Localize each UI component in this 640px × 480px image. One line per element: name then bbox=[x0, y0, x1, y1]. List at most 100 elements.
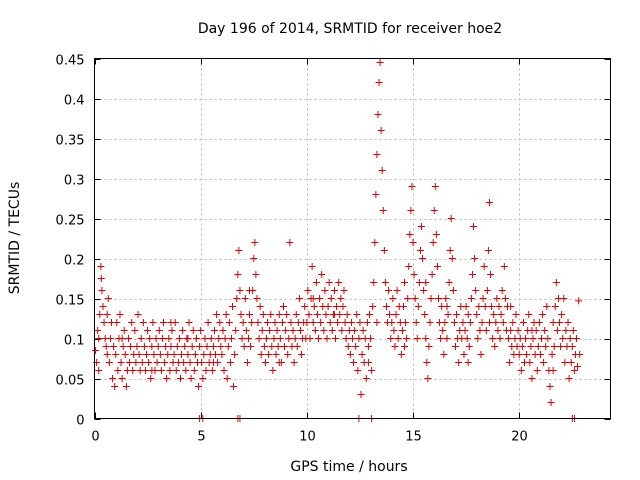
data-point bbox=[184, 335, 192, 342]
data-point bbox=[287, 319, 295, 326]
data-point bbox=[426, 319, 434, 326]
data-point bbox=[99, 303, 107, 310]
y-tick-label: 0.1 bbox=[64, 334, 85, 349]
data-point bbox=[450, 319, 458, 326]
data-point bbox=[459, 319, 467, 326]
data-point bbox=[231, 351, 239, 358]
data-point bbox=[358, 351, 366, 358]
data-point bbox=[160, 319, 168, 326]
data-point bbox=[560, 295, 568, 302]
data-point bbox=[272, 351, 280, 358]
data-point bbox=[392, 311, 400, 318]
data-point bbox=[444, 311, 452, 318]
data-point bbox=[177, 375, 184, 382]
data-point bbox=[275, 359, 283, 366]
data-point bbox=[320, 327, 328, 334]
data-point bbox=[165, 335, 173, 342]
data-point bbox=[195, 383, 203, 390]
data-point bbox=[182, 367, 190, 374]
data-point bbox=[514, 327, 522, 334]
y-tick-label: 0.15 bbox=[56, 294, 85, 309]
data-point bbox=[346, 351, 354, 358]
data-point bbox=[188, 343, 196, 350]
data-point bbox=[539, 311, 547, 318]
data-point bbox=[377, 127, 385, 134]
data-point bbox=[105, 359, 113, 366]
data-point bbox=[270, 335, 278, 342]
data-point bbox=[497, 311, 505, 318]
data-point bbox=[475, 303, 483, 310]
data-point bbox=[144, 327, 152, 334]
data-point bbox=[533, 367, 541, 374]
data-point bbox=[540, 359, 548, 366]
data-point bbox=[95, 335, 103, 342]
data-point bbox=[451, 343, 459, 350]
data-point bbox=[340, 287, 348, 294]
data-point bbox=[334, 319, 342, 326]
data-point bbox=[149, 319, 157, 326]
data-point bbox=[239, 319, 247, 326]
data-point bbox=[124, 335, 132, 342]
data-point bbox=[372, 191, 380, 198]
data-point bbox=[553, 327, 561, 334]
data-point bbox=[97, 263, 105, 270]
data-point bbox=[198, 359, 206, 366]
data-point bbox=[261, 359, 269, 366]
data-point bbox=[473, 311, 481, 318]
data-point bbox=[464, 359, 472, 366]
data-point bbox=[550, 343, 558, 350]
data-point bbox=[507, 327, 515, 334]
data-point bbox=[445, 279, 453, 286]
data-point bbox=[420, 287, 428, 294]
data-point bbox=[122, 383, 130, 390]
data-point bbox=[525, 311, 533, 318]
data-point bbox=[267, 311, 275, 318]
data-point bbox=[559, 335, 567, 342]
data-point bbox=[96, 311, 104, 318]
data-point bbox=[325, 279, 333, 286]
grid bbox=[94, 58, 611, 419]
data-point bbox=[279, 303, 287, 310]
data-point bbox=[148, 367, 156, 374]
data-point bbox=[385, 287, 393, 294]
data-point bbox=[433, 263, 441, 270]
data-point bbox=[179, 327, 187, 334]
data-point bbox=[476, 327, 484, 334]
data-point bbox=[373, 151, 381, 158]
chart-title: Day 196 of 2014, SRMTID for receiver hoe… bbox=[198, 21, 502, 37]
data-point bbox=[304, 287, 312, 294]
data-point bbox=[186, 359, 194, 366]
data-point bbox=[390, 327, 398, 334]
data-point bbox=[505, 335, 513, 342]
data-point bbox=[369, 303, 377, 310]
data-point bbox=[394, 335, 402, 342]
data-point bbox=[237, 311, 245, 318]
data-point bbox=[303, 319, 311, 326]
data-point bbox=[157, 367, 165, 374]
data-point bbox=[167, 343, 175, 350]
data-point bbox=[460, 351, 468, 358]
data-point bbox=[546, 383, 554, 390]
data-point bbox=[254, 319, 262, 326]
data-point bbox=[463, 335, 471, 342]
data-point bbox=[528, 375, 536, 382]
data-point bbox=[407, 207, 415, 214]
data-point bbox=[235, 247, 243, 254]
data-point bbox=[308, 263, 316, 270]
data-point bbox=[112, 351, 120, 358]
data-point bbox=[575, 297, 583, 305]
data-point bbox=[557, 343, 565, 350]
data-point bbox=[156, 351, 164, 358]
data-point bbox=[184, 351, 192, 358]
data-point bbox=[542, 343, 550, 350]
data-point bbox=[227, 335, 235, 342]
data-point bbox=[133, 343, 141, 350]
data-point bbox=[558, 311, 566, 318]
y-tick-label: 0.3 bbox=[64, 174, 85, 189]
data-point bbox=[327, 295, 335, 302]
data-point bbox=[388, 319, 396, 326]
data-point bbox=[378, 167, 386, 174]
data-point bbox=[534, 343, 542, 350]
data-point bbox=[453, 311, 461, 318]
data-points bbox=[92, 59, 584, 422]
